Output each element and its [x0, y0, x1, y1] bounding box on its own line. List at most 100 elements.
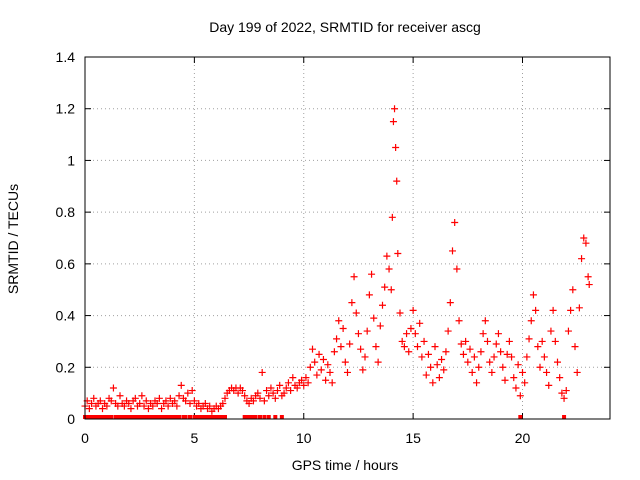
- rug-mark: [218, 415, 223, 419]
- data-point: [389, 118, 397, 126]
- x-tick-label: 15: [405, 430, 421, 446]
- data-point: [324, 361, 332, 369]
- x-tick-label: 10: [296, 430, 312, 446]
- rug-mark: [96, 415, 101, 419]
- data-point: [499, 363, 507, 371]
- data-point: [582, 239, 590, 247]
- data-point: [501, 376, 509, 384]
- grid: [85, 57, 610, 419]
- data-point: [494, 330, 502, 338]
- rug-mark: [253, 415, 258, 419]
- rug-mark: [142, 415, 147, 419]
- rug-mark: [279, 415, 284, 419]
- data-point: [293, 384, 301, 392]
- data-point: [529, 291, 537, 299]
- rug-mark: [126, 415, 131, 419]
- data-point: [365, 291, 373, 299]
- data-point: [562, 387, 570, 395]
- data-point: [453, 265, 461, 273]
- data-point: [446, 299, 454, 307]
- rug-mark: [85, 415, 90, 419]
- data-point: [431, 343, 439, 351]
- data-point: [184, 389, 192, 397]
- data-point: [361, 353, 369, 361]
- data-point: [107, 397, 115, 405]
- data-point: [304, 379, 312, 387]
- data-point: [545, 381, 553, 389]
- data-point: [381, 283, 389, 291]
- data-point: [462, 337, 470, 345]
- data-point: [337, 343, 345, 351]
- data-point: [396, 309, 404, 317]
- data-point: [383, 252, 391, 260]
- data-point: [368, 270, 376, 278]
- data-points: [81, 105, 593, 415]
- rug-mark: [201, 415, 206, 419]
- data-point: [256, 394, 264, 402]
- rug-mark: [196, 415, 201, 419]
- data-point: [158, 405, 166, 413]
- data-point: [484, 337, 491, 345]
- rug-mark: [133, 415, 138, 419]
- data-point: [99, 405, 106, 413]
- data-point: [144, 405, 152, 413]
- data-point: [241, 392, 249, 400]
- data-point: [173, 402, 181, 410]
- data-point: [420, 337, 428, 345]
- rug-mark: [242, 415, 247, 419]
- data-point: [479, 330, 487, 338]
- rug-mark: [120, 415, 125, 419]
- rug-mark: [157, 415, 162, 419]
- data-point: [464, 358, 472, 366]
- data-point: [103, 402, 111, 410]
- data-point: [585, 281, 593, 289]
- data-point: [374, 358, 382, 366]
- data-point: [571, 343, 579, 351]
- data-point: [162, 397, 170, 405]
- data-point: [403, 330, 411, 338]
- data-point: [512, 384, 520, 392]
- data-point: [188, 387, 196, 395]
- data-point: [523, 353, 531, 361]
- rug-mark: [128, 415, 133, 419]
- rug-mark: [172, 415, 177, 419]
- data-point: [536, 363, 544, 371]
- rug-mark: [87, 415, 92, 419]
- rug-mark: [181, 415, 186, 419]
- data-point: [569, 286, 577, 294]
- rug-mark: [144, 415, 149, 419]
- data-point: [376, 322, 384, 330]
- rug-mark: [153, 415, 157, 419]
- rug-mark: [262, 415, 267, 419]
- data-point: [567, 306, 575, 314]
- data-point: [444, 327, 452, 335]
- data-point: [330, 348, 338, 356]
- data-point: [88, 399, 96, 407]
- data-point: [127, 405, 135, 413]
- data-point: [549, 306, 557, 314]
- data-point: [85, 405, 93, 413]
- data-point: [551, 337, 559, 345]
- data-point: [492, 340, 500, 348]
- rug-mark: [247, 415, 252, 419]
- data-point: [455, 317, 463, 325]
- data-point: [326, 368, 334, 376]
- data-point: [473, 379, 481, 387]
- rug-mark: [137, 415, 142, 419]
- data-point: [477, 348, 485, 356]
- data-point: [564, 327, 572, 335]
- data-point: [153, 399, 161, 407]
- data-point: [503, 350, 511, 358]
- data-point: [221, 394, 229, 402]
- data-point: [249, 397, 257, 405]
- data-point: [516, 392, 524, 400]
- rug-mark: [166, 415, 171, 419]
- rug-mark: [273, 415, 278, 419]
- data-point: [341, 358, 349, 366]
- data-point: [391, 105, 399, 113]
- data-point: [346, 340, 354, 348]
- data-point: [201, 399, 209, 407]
- rug-mark: [102, 415, 107, 419]
- data-point: [322, 376, 330, 384]
- data-point: [136, 399, 144, 407]
